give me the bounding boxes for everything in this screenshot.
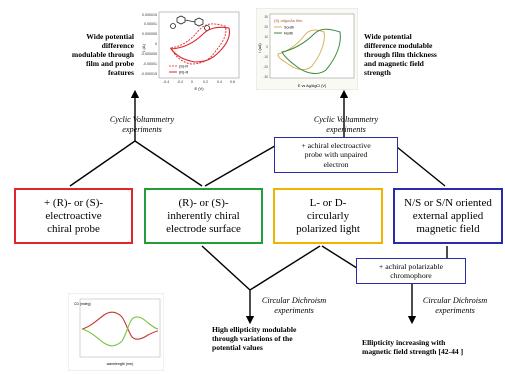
cv-left-ylabel: I (A) bbox=[141, 44, 146, 52]
cv-right-ytick: 10 bbox=[264, 35, 268, 39]
cv-right-ytick: -20 bbox=[263, 65, 268, 69]
note-top-left: Wide potential difference modulable thro… bbox=[71, 32, 134, 77]
cv-left-legend: (S)-R bbox=[179, 65, 188, 69]
achiral-chromophore-box: + achiral polarizable chromophore bbox=[356, 258, 466, 284]
cv-left-ytick: 0.000015 bbox=[142, 13, 157, 17]
label-cv-left: Cyclic Voltammetry experiments bbox=[109, 115, 175, 134]
cv-right-ytick: -30 bbox=[263, 75, 268, 79]
cv-left-xtick: -0.4 bbox=[163, 80, 169, 84]
cv-left-xtick: 0.2 bbox=[203, 80, 208, 84]
label-cv-right: Cyclic Voltammetry experiments bbox=[313, 115, 379, 134]
cv-right-ytick: 20 bbox=[264, 25, 268, 29]
cv-right-legend-title: (S)-oligo/Au film bbox=[274, 18, 303, 23]
cv-left-xtick: 0 bbox=[191, 80, 193, 84]
cv-left-ytick: -0.000005 bbox=[141, 52, 157, 56]
cv-right-ylabel: I (uA) bbox=[258, 43, 262, 53]
cv-right-ytick: 30 bbox=[264, 15, 268, 19]
cd-xlabel: wavelength (nm) bbox=[107, 362, 134, 366]
label-cd-right: Circular Dichroism experiments bbox=[422, 296, 488, 315]
label-cd-left: Circular Dichroism experiments bbox=[261, 296, 327, 315]
cv-right-ytick: 0 bbox=[266, 45, 268, 49]
cv-right-chart: (S)-oligo/Au film South North 30 20 10 0… bbox=[256, 8, 358, 90]
cv-right-legend: South bbox=[284, 26, 294, 30]
cv-left-legend: (R)-R bbox=[179, 71, 189, 75]
cv-left-xtick: 0.6 bbox=[230, 80, 235, 84]
cv-left-xtick: 0.4 bbox=[217, 80, 222, 84]
cv-left-xlabel: E (V) bbox=[194, 86, 204, 91]
box-magnetic-field: N/S or S/N oriented external applied mag… bbox=[393, 188, 503, 244]
cv-right-xlabel: E vs Ag/AgCl (V) bbox=[298, 84, 327, 88]
cv-left-ytick: 0.00001 bbox=[144, 22, 157, 26]
molecule-sketch-icon bbox=[170, 15, 210, 31]
note-bottom-left: High ellipticity modulable through varia… bbox=[212, 325, 297, 352]
note-top-right: Wide potential difference modulable thro… bbox=[364, 32, 437, 77]
box-chiral-electrode: (R)- or (S)- inherently chiral electrode… bbox=[144, 188, 263, 244]
box-chiral-probe: + (R)- or (S)- electroactive chiral prob… bbox=[14, 188, 133, 244]
cd-chart: CD (mdeg) wavelength (nm) bbox=[68, 293, 164, 371]
cv-left-chart: 0.000015 0.00001 0.000005 0 -0.000005 -0… bbox=[141, 11, 240, 91]
cv-left-xtick: -0.2 bbox=[177, 80, 183, 84]
cv-left-ytick: 0.000005 bbox=[142, 32, 157, 36]
cd-ylabel: CD (mdeg) bbox=[74, 302, 91, 306]
achiral-probe-box: + achiral electroactive probe with unpai… bbox=[274, 137, 398, 173]
cv-right-ytick: -10 bbox=[263, 55, 268, 59]
box-polarized-light: L- or D- circularly polarized light bbox=[273, 188, 383, 244]
cv-right-legend: North bbox=[284, 32, 293, 36]
cv-left-ytick: -0.000015 bbox=[141, 72, 157, 76]
note-bottom-right: Ellipticity increasing with magnetic fie… bbox=[362, 338, 464, 356]
cv-left-ytick: -0.00001 bbox=[143, 62, 157, 66]
cv-left-ytick: 0 bbox=[155, 42, 157, 46]
